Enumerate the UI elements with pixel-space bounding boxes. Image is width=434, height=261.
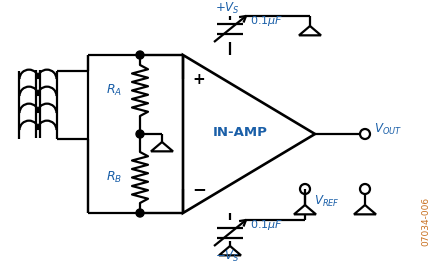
Polygon shape xyxy=(183,55,314,213)
Polygon shape xyxy=(353,205,375,214)
Text: $R_B$: $R_B$ xyxy=(105,170,122,185)
Text: 07034-006: 07034-006 xyxy=(420,197,429,246)
Text: $+V_S$: $+V_S$ xyxy=(214,1,239,16)
Polygon shape xyxy=(298,26,320,35)
Circle shape xyxy=(136,130,144,138)
Text: IN-AMP: IN-AMP xyxy=(212,126,267,139)
Text: +: + xyxy=(191,72,204,86)
Text: −: − xyxy=(191,180,205,198)
Text: $V_{REF}$: $V_{REF}$ xyxy=(313,194,339,209)
Polygon shape xyxy=(218,246,240,255)
Text: $V_{OUT}$: $V_{OUT}$ xyxy=(373,121,401,137)
Circle shape xyxy=(136,51,144,59)
Text: $0.1\mu F$: $0.1\mu F$ xyxy=(250,14,283,28)
Polygon shape xyxy=(293,205,315,214)
Text: $R_A$: $R_A$ xyxy=(106,83,122,98)
Circle shape xyxy=(136,209,144,217)
Text: $-V_S$: $-V_S$ xyxy=(214,248,239,261)
Text: $0.1\mu F$: $0.1\mu F$ xyxy=(250,218,283,232)
Polygon shape xyxy=(151,142,173,151)
